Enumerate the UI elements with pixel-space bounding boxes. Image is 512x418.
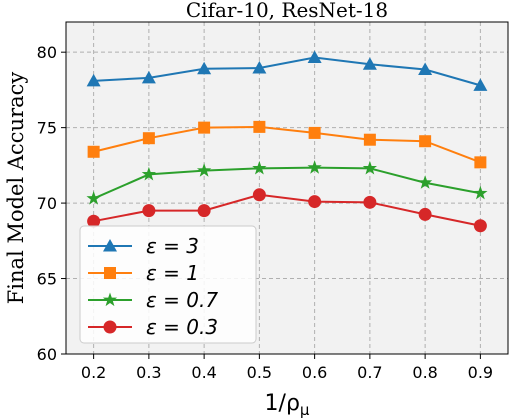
series-square bbox=[87, 120, 487, 169]
x-axis-label: 1/ρμ bbox=[265, 391, 310, 418]
x-tick-label: 0.5 bbox=[247, 363, 272, 382]
data-point bbox=[417, 175, 433, 189]
series-line bbox=[93, 56, 481, 87]
x-axis-label-main: 1/ρ bbox=[265, 391, 300, 416]
data-point bbox=[141, 70, 156, 84]
legend-marker bbox=[103, 320, 117, 334]
data-point bbox=[308, 126, 321, 139]
y-tick-label: 65 bbox=[37, 270, 57, 289]
legend-marker bbox=[104, 267, 116, 279]
legend: ε = 3 ε = 1 ε = 0.7 ε = 0.3 bbox=[79, 225, 257, 344]
data-point bbox=[363, 133, 376, 146]
x-tick-label: 0.8 bbox=[412, 363, 437, 382]
plot-frame bbox=[65, 21, 509, 355]
y-tick-label: 60 bbox=[37, 345, 57, 364]
legend-box bbox=[79, 225, 257, 344]
data-point bbox=[252, 160, 267, 175]
series-triangle bbox=[86, 50, 488, 91]
x-tick-label: 0.2 bbox=[81, 363, 106, 382]
y-tick-label: 80 bbox=[37, 43, 57, 62]
legend-item: ε = 0.3 bbox=[88, 315, 218, 339]
legend-item: ε = 1 bbox=[88, 261, 199, 285]
data-point bbox=[418, 207, 432, 221]
data-point bbox=[86, 73, 101, 87]
data-point bbox=[473, 78, 488, 91]
data-point bbox=[473, 219, 487, 233]
data-point bbox=[252, 188, 266, 202]
data-point bbox=[196, 163, 212, 177]
legend-label: ε = 1 bbox=[146, 261, 199, 285]
data-point bbox=[307, 160, 322, 174]
legend-label: ε = 0.7 bbox=[146, 288, 218, 312]
data-point bbox=[197, 204, 211, 218]
series-line bbox=[93, 193, 481, 227]
y-tick-label: 75 bbox=[37, 119, 57, 138]
data-point bbox=[418, 62, 433, 76]
data-point bbox=[308, 195, 322, 209]
legend-label: ε = 0.3 bbox=[146, 315, 218, 339]
y-ticks: 60 65 70 75 80 bbox=[37, 43, 66, 364]
x-ticks: 0.2 0.3 0.4 0.5 0.6 0.7 0.8 0.9 bbox=[81, 354, 493, 382]
data-point bbox=[362, 57, 377, 70]
data-point bbox=[142, 204, 156, 218]
data-point bbox=[363, 195, 377, 209]
y-axis-label: Final Model Accuracy bbox=[4, 72, 28, 305]
y-tick-label: 70 bbox=[37, 194, 57, 213]
data-point bbox=[362, 160, 378, 175]
series-line bbox=[93, 125, 481, 164]
data-point bbox=[87, 145, 100, 158]
data-point bbox=[198, 121, 211, 134]
data-point bbox=[474, 156, 487, 169]
legend-marker bbox=[103, 239, 117, 252]
series-layer bbox=[86, 50, 488, 233]
data-point bbox=[307, 50, 322, 63]
x-tick-label: 0.9 bbox=[468, 363, 493, 382]
x-tick-label: 0.3 bbox=[136, 363, 161, 382]
legend-item: ε = 3 bbox=[88, 234, 199, 258]
series-circle bbox=[87, 188, 487, 233]
x-tick-label: 0.6 bbox=[302, 363, 327, 382]
data-point bbox=[141, 166, 157, 181]
data-point bbox=[419, 135, 432, 148]
data-point bbox=[473, 185, 488, 200]
series-star bbox=[86, 160, 488, 205]
data-point bbox=[252, 61, 267, 74]
legend-label: ε = 3 bbox=[146, 234, 199, 258]
data-point bbox=[197, 61, 212, 75]
x-tick-label: 0.7 bbox=[357, 363, 382, 382]
chart-title: Cifar-10, ResNet-18 bbox=[186, 0, 388, 22]
x-axis-label-sub: μ bbox=[300, 401, 310, 418]
legend-marker bbox=[102, 292, 118, 307]
x-tick-label: 0.4 bbox=[191, 363, 216, 382]
data-point bbox=[253, 120, 266, 133]
legend-item: ε = 0.7 bbox=[88, 288, 218, 312]
data-point bbox=[142, 132, 155, 145]
series-line bbox=[93, 166, 481, 200]
data-point bbox=[86, 191, 101, 205]
data-point bbox=[87, 214, 101, 228]
